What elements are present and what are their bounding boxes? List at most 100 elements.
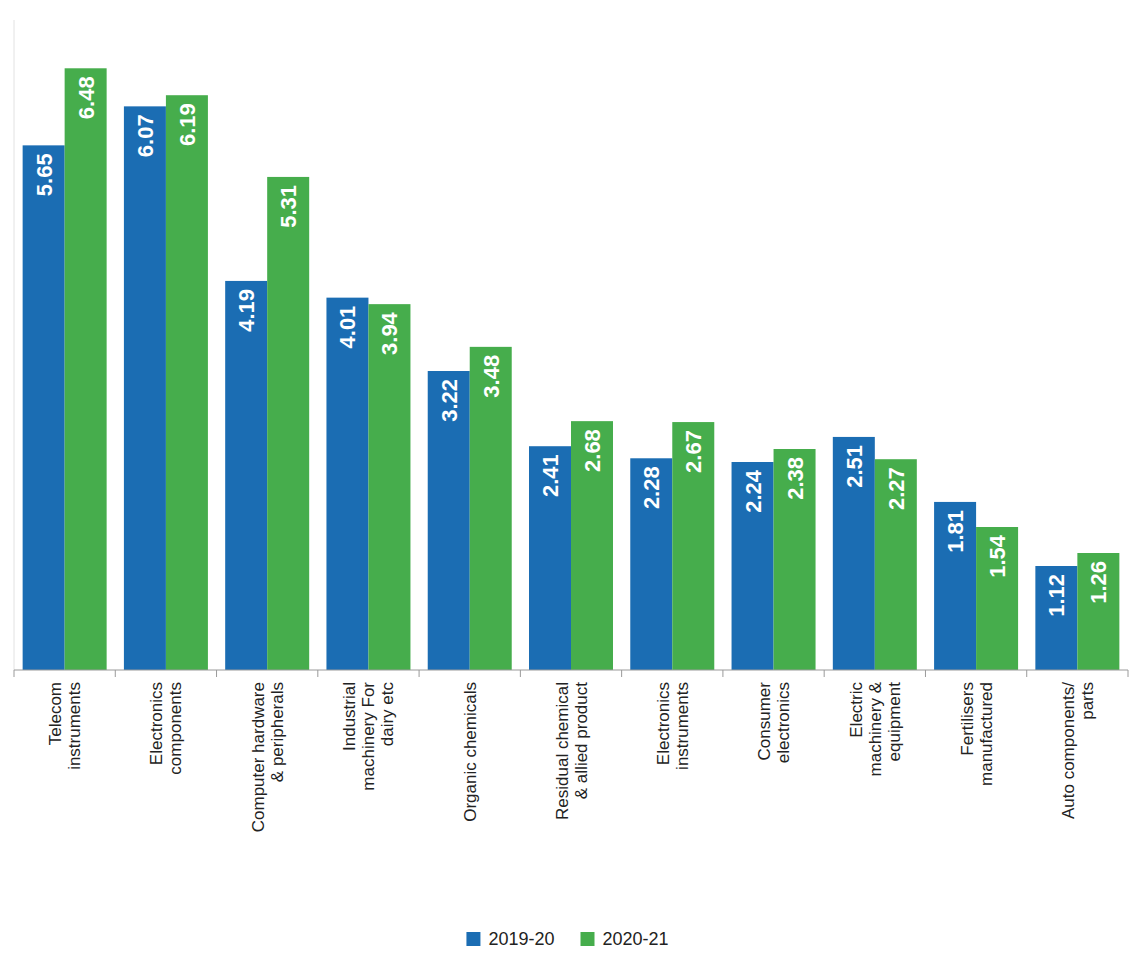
category-separator xyxy=(621,670,622,677)
data-label: 3.94 xyxy=(377,311,402,355)
x-tick-label-line: Telecom xyxy=(46,682,65,745)
category-separator xyxy=(824,670,825,677)
category-separator xyxy=(216,670,217,677)
bar xyxy=(672,422,714,670)
data-label: 1.12 xyxy=(1044,574,1069,617)
x-tick-label-line: instruments xyxy=(673,682,692,770)
legend-label: 2019-20 xyxy=(488,929,554,949)
data-label: 2.68 xyxy=(580,429,605,472)
category-separator xyxy=(1128,670,1129,677)
bar xyxy=(23,145,65,670)
data-label: 4.19 xyxy=(234,289,259,332)
data-label: 5.31 xyxy=(276,185,301,228)
bar xyxy=(833,437,875,670)
bar xyxy=(368,304,410,670)
bar xyxy=(529,446,571,670)
x-tick-label-line: Auto components/ xyxy=(1059,682,1078,819)
x-tick-label-line: Fertilisers xyxy=(958,682,977,756)
data-label: 2.41 xyxy=(538,454,563,497)
x-tick-label-line: machinery & xyxy=(866,681,885,776)
category-separator xyxy=(925,670,926,677)
x-tick-label-line: dairy etc xyxy=(378,682,397,747)
bar xyxy=(934,502,976,670)
bar xyxy=(166,95,208,670)
chart-container: 5.656.074.194.013.222.412.282.242.511.81… xyxy=(0,0,1135,971)
x-tick-label-line: Computer hardware xyxy=(249,682,268,832)
data-label: 3.48 xyxy=(479,355,504,398)
category-separator xyxy=(520,670,521,677)
category-separator xyxy=(419,670,420,677)
x-tick-label: Residual chemical& allied product xyxy=(553,682,591,820)
x-tick-label-line: Residual chemical xyxy=(553,682,572,820)
data-label: 6.19 xyxy=(175,103,200,146)
data-label: 4.01 xyxy=(335,306,360,349)
legend-swatch xyxy=(581,932,595,946)
x-tick-label-line: parts xyxy=(1078,682,1097,720)
bar xyxy=(65,68,107,670)
x-tick-label-line: & peripherals xyxy=(268,682,287,782)
baseline xyxy=(14,670,1128,671)
category-separator xyxy=(115,670,116,677)
x-tick-label-line: electronics xyxy=(774,682,793,763)
x-tick-label-line: Electronics xyxy=(654,682,673,765)
data-label: 2.27 xyxy=(884,467,909,510)
x-tick-label-line: machinery For xyxy=(359,682,378,791)
bar xyxy=(774,449,816,670)
category-separator xyxy=(14,670,15,677)
bar xyxy=(875,459,917,670)
data-label: 2.51 xyxy=(842,445,867,488)
x-tick-label: Consumerelectronics xyxy=(755,682,793,764)
bar xyxy=(225,281,267,670)
x-tick-label: Industrialmachinery Fordairy etc xyxy=(340,682,397,791)
bars xyxy=(23,68,1120,670)
data-label: 6.07 xyxy=(133,114,158,157)
x-tick-label-line: & allied product xyxy=(572,682,591,799)
x-tick-label-line: Organic chemicals xyxy=(461,682,480,822)
bar xyxy=(470,347,512,670)
category-separator xyxy=(1026,670,1027,677)
data-label: 1.26 xyxy=(1086,561,1111,604)
x-tick-label: Auto components/parts xyxy=(1059,682,1097,819)
legend: 2019-20 2020-21 xyxy=(466,929,668,949)
bar xyxy=(428,371,470,670)
x-tick-label: Computer hardware& peripherals xyxy=(249,682,287,832)
data-label: 6.48 xyxy=(74,76,99,119)
x-tick-label: Electricmachinery &equipment xyxy=(847,681,904,776)
chart-svg: 5.656.074.194.013.222.412.282.242.511.81… xyxy=(0,0,1135,971)
bar xyxy=(1035,566,1077,670)
category-separator xyxy=(317,670,318,677)
x-tick-labels: TelecominstrumentsElectronicscomponentsC… xyxy=(46,681,1097,832)
y-axis-line xyxy=(14,20,15,670)
x-tick-label-line: equipment xyxy=(885,682,904,762)
x-tick-label-line: Consumer xyxy=(755,682,774,761)
data-label: 2.24 xyxy=(741,469,766,513)
category-separator xyxy=(722,670,723,677)
bar xyxy=(976,527,1018,670)
x-tick-label-line: manufactured xyxy=(977,682,996,786)
bar xyxy=(571,421,613,670)
x-tick-label-line: Electric xyxy=(847,682,866,738)
bar xyxy=(267,177,309,670)
legend-label: 2020-21 xyxy=(603,929,669,949)
data-label: 5.65 xyxy=(32,153,57,196)
x-tick-label: Electronicsinstruments xyxy=(654,682,692,770)
data-labels: 5.656.074.194.013.222.412.282.242.511.81… xyxy=(32,76,1112,617)
data-label: 3.22 xyxy=(437,379,462,422)
x-tick-label-line: components xyxy=(166,682,185,775)
bar xyxy=(326,298,368,670)
bar xyxy=(124,106,166,670)
bar xyxy=(630,458,672,670)
data-label: 2.38 xyxy=(783,457,808,500)
bar xyxy=(732,462,774,670)
data-label: 1.81 xyxy=(943,510,968,553)
x-tick-label-line: Electronics xyxy=(147,682,166,765)
data-label: 1.54 xyxy=(985,534,1010,578)
x-tick-label-line: instruments xyxy=(65,682,84,770)
x-tick-label: Electronicscomponents xyxy=(147,682,185,775)
x-tick-label: Telecominstruments xyxy=(46,682,84,770)
x-tick-label: Fertilisersmanufactured xyxy=(958,682,996,786)
x-tick-label: Organic chemicals xyxy=(461,682,480,822)
data-label: 2.67 xyxy=(681,430,706,473)
legend-swatch xyxy=(466,932,480,946)
bar xyxy=(1077,553,1119,670)
